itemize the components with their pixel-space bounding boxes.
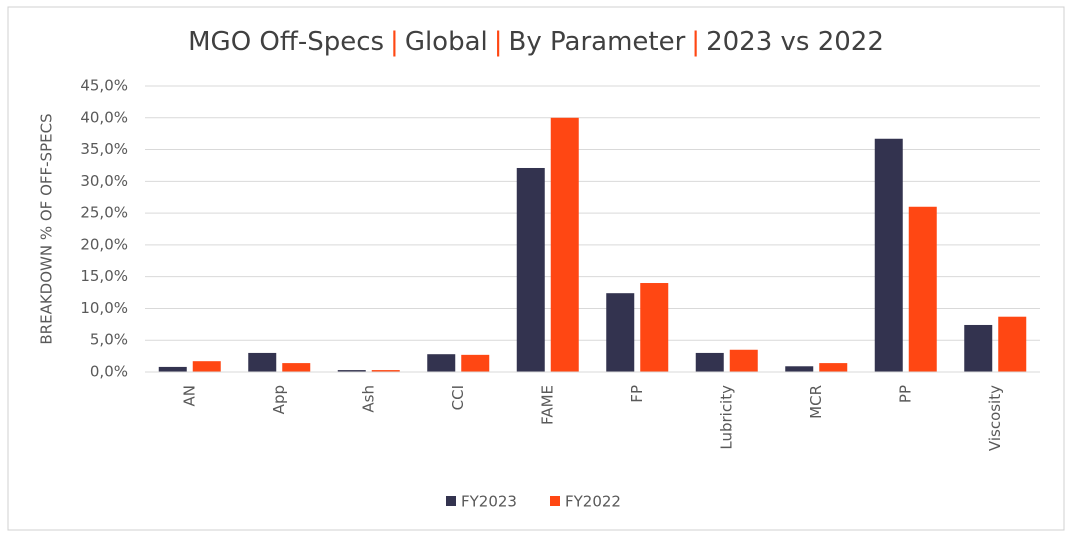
bar bbox=[908, 206, 937, 372]
bar bbox=[729, 349, 758, 372]
bar bbox=[427, 354, 456, 372]
y-tick-label: 30,0% bbox=[80, 172, 128, 190]
title-separator: | bbox=[494, 27, 503, 57]
chart-title: MGO Off-Specs | Global | By Parameter | 2023 v… bbox=[188, 27, 884, 57]
bar bbox=[874, 138, 903, 372]
title-separator: | bbox=[691, 27, 700, 57]
y-tick-label: 15,0% bbox=[80, 267, 128, 285]
bar bbox=[371, 370, 400, 372]
y-tick-label: 0,0% bbox=[90, 363, 128, 381]
y-axis-title: BREAKDOWN % OF OFF-SPECS bbox=[38, 113, 56, 344]
bar bbox=[282, 363, 311, 372]
bar bbox=[964, 324, 993, 372]
title-part: MGO Off-Specs bbox=[188, 27, 384, 57]
bar bbox=[819, 363, 848, 372]
y-tick-label: 10,0% bbox=[80, 299, 128, 317]
bar bbox=[695, 352, 724, 372]
x-tick-label: FP bbox=[628, 385, 646, 403]
x-tick-label: CCI bbox=[449, 385, 467, 410]
legend-swatch bbox=[550, 496, 560, 506]
title-separator: | bbox=[390, 27, 399, 57]
x-tick-label: Ash bbox=[359, 385, 377, 413]
bar bbox=[550, 117, 579, 373]
y-tick-label: 40,0% bbox=[80, 108, 128, 126]
bar bbox=[248, 352, 277, 372]
legend-label: FY2022 bbox=[565, 493, 621, 511]
bar bbox=[461, 354, 490, 372]
title-part: Global bbox=[405, 27, 488, 57]
y-tick-label: 45,0% bbox=[80, 77, 128, 95]
y-tick-label: 25,0% bbox=[80, 204, 128, 222]
bar bbox=[516, 167, 545, 372]
bar bbox=[640, 283, 669, 372]
y-tick-label: 35,0% bbox=[80, 140, 128, 158]
y-tick-label: 5,0% bbox=[90, 331, 128, 349]
x-tick-label: AN bbox=[180, 385, 198, 406]
title-part: By Parameter bbox=[509, 27, 686, 57]
legend-swatch bbox=[446, 496, 456, 506]
y-tick-label: 20,0% bbox=[80, 235, 128, 253]
bar bbox=[158, 366, 187, 372]
x-tick-label: FAME bbox=[538, 385, 556, 425]
x-tick-label: MCR bbox=[807, 385, 825, 419]
bar bbox=[337, 370, 366, 372]
x-tick-label: App bbox=[270, 385, 288, 414]
x-tick-label: PP bbox=[896, 385, 914, 403]
legend-label: FY2023 bbox=[461, 493, 517, 511]
bar bbox=[606, 293, 635, 372]
bar bbox=[998, 316, 1027, 372]
bar bbox=[785, 366, 814, 372]
bar bbox=[192, 361, 221, 372]
x-tick-label: Viscosity bbox=[986, 385, 1004, 451]
title-part: 2023 vs 2022 bbox=[706, 27, 884, 57]
x-tick-label: Lubricity bbox=[717, 385, 735, 450]
